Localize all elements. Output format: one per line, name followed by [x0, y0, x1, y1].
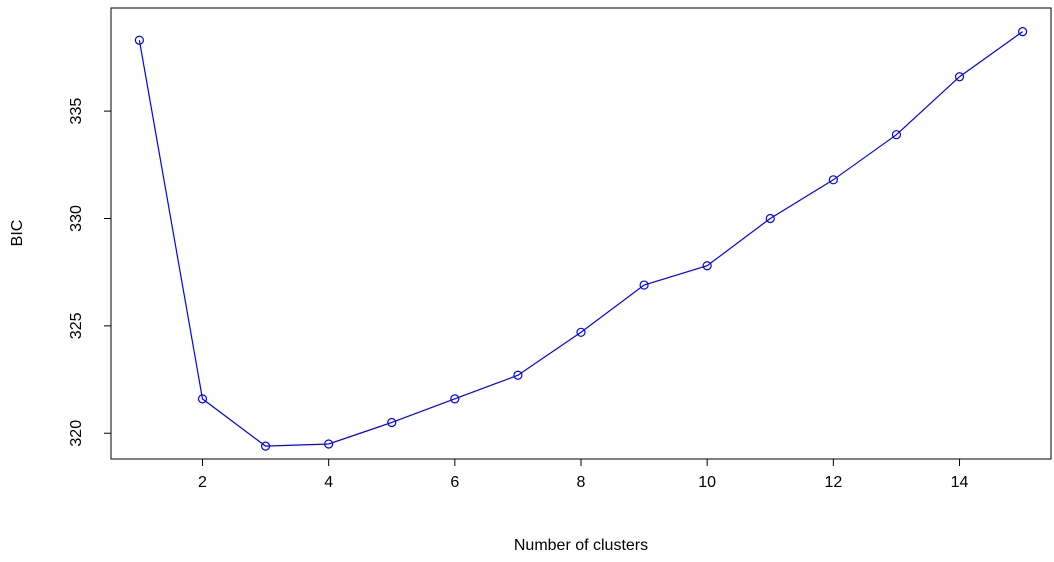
data-point [324, 439, 334, 449]
data-point [387, 417, 397, 428]
series-layer [134, 27, 1028, 451]
data-point [639, 280, 649, 290]
axes-layer: 2 4 6 8 10 12 14 320 325 330 335 [68, 98, 969, 491]
data-point [197, 394, 208, 404]
x-tick-label: 4 [324, 474, 333, 491]
y-tick-label: 335 [68, 98, 85, 125]
x-tick-label: 12 [824, 474, 842, 491]
data-point [513, 370, 523, 380]
data-point [891, 130, 902, 140]
y-tick-label: 320 [68, 420, 85, 447]
y-tick-label: 330 [68, 205, 85, 232]
data-point [576, 327, 586, 337]
x-tick-label: 10 [698, 474, 716, 491]
data-point [954, 72, 965, 82]
x-tick-label: 8 [577, 474, 586, 491]
x-axis-label: Number of clusters [514, 537, 648, 554]
y-tick-label: 325 [68, 312, 85, 339]
data-point [134, 35, 144, 45]
x-tick-label: 6 [450, 474, 459, 491]
data-point [450, 394, 460, 404]
data-point [1018, 27, 1028, 37]
y-axis-label: BIC [9, 220, 26, 247]
series-line [138, 31, 1023, 447]
data-point [765, 213, 775, 224]
data-point [702, 261, 712, 271]
data-point [260, 441, 271, 451]
x-tick-label: 2 [198, 474, 207, 491]
data-point [828, 175, 838, 185]
x-tick-label: 14 [951, 474, 969, 491]
plot-frame [110, 7, 1052, 460]
